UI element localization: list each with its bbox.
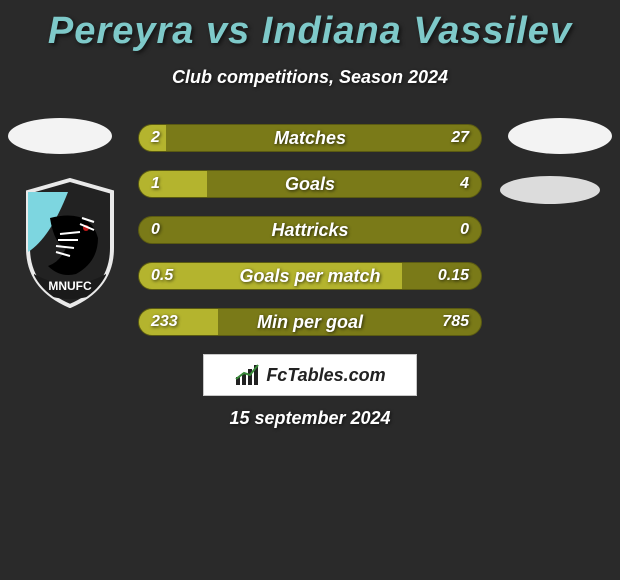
player2-name: Indiana Vassilev [262,10,572,52]
svg-text:MNUFC: MNUFC [48,279,92,293]
stat-label: Matches [139,125,481,151]
stat-label: Min per goal [139,309,481,335]
source-logo: FcTables.com [203,354,417,396]
source-logo-text: FcTables.com [266,365,385,386]
stat-label: Hattricks [139,217,481,243]
stat-row: 0.5Goals per match0.15 [138,262,482,290]
stat-value-right: 27 [451,125,469,151]
stat-label: Goals per match [139,263,481,289]
stat-value-right: 0 [460,217,469,243]
player1-avatar-placeholder [8,118,112,154]
date-text: 15 september 2024 [0,408,620,429]
stat-value-right: 785 [442,309,469,335]
stat-value-right: 0.15 [438,263,469,289]
stat-row: 2Matches27 [138,124,482,152]
player2-club-placeholder [500,176,600,204]
subtitle: Club competitions, Season 2024 [0,67,620,88]
stat-label: Goals [139,171,481,197]
player1-name: Pereyra [48,10,194,52]
stat-row: 1Goals4 [138,170,482,198]
player2-avatar-placeholder [508,118,612,154]
stat-row: 0Hattricks0 [138,216,482,244]
page-title: Pereyra vs Indiana Vassilev [0,0,620,53]
stat-value-right: 4 [460,171,469,197]
stat-row: 233Min per goal785 [138,308,482,336]
vs-text: vs [194,10,261,52]
player1-club-badge: MNUFC [20,178,120,308]
stats-container: 2Matches27 1Goals4 0Hattricks0 0.5Goals per… [138,124,482,354]
